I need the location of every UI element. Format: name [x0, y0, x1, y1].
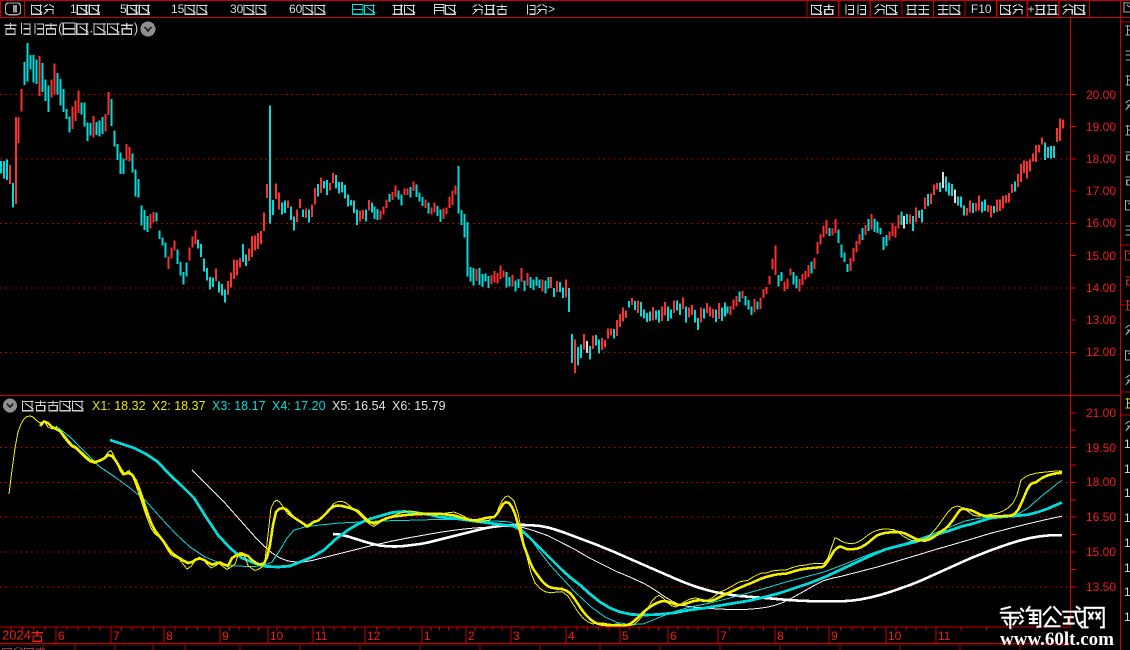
svg-text:15: 15 [171, 2, 185, 16]
svg-text:60: 60 [289, 2, 303, 16]
svg-text:F10: F10 [971, 2, 992, 16]
svg-text:+: + [1027, 2, 1034, 16]
svg-text:): ) [134, 21, 139, 36]
svg-text:.: . [89, 21, 93, 36]
svg-text:30: 30 [230, 2, 244, 16]
svg-text:>: > [548, 2, 555, 16]
svg-text:2024: 2024 [2, 628, 31, 643]
svg-text:5: 5 [120, 2, 127, 16]
svg-text:(: ( [58, 21, 63, 36]
svg-text:1: 1 [70, 2, 77, 16]
